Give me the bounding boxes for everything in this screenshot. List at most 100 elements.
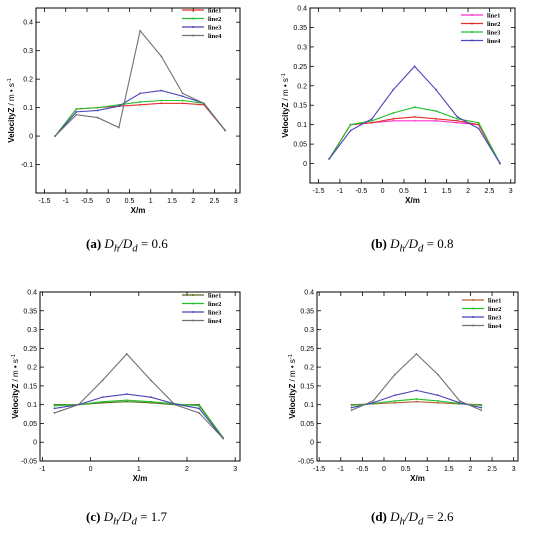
- legend-marker-a-line1: [192, 9, 194, 11]
- data-point-a-line4: [139, 29, 142, 32]
- x-tick-label-d: -1: [338, 466, 344, 473]
- y-tick-label-d: 0.05: [300, 421, 314, 428]
- caption-d-symbol: Dh/Dd: [390, 509, 424, 528]
- data-point-a-line2: [181, 99, 184, 102]
- legend-label-b-line2: line2: [487, 21, 500, 28]
- y-tick-label-d: 0.1: [304, 402, 314, 409]
- x-tick-label-a: 0.5: [125, 198, 135, 205]
- y-tick-label-a: 0.2: [23, 77, 33, 84]
- data-point-a-line2: [139, 101, 142, 103]
- series-line-a-line2: [54, 99, 226, 137]
- series-line-a-line4: [54, 29, 226, 137]
- y-axis-label-a: VelocityZ / m • s-1: [7, 78, 16, 143]
- caption-b-letter: (b): [371, 236, 387, 251]
- y-tick-label-c: 0.1: [27, 402, 37, 409]
- legend-marker-b-line3: [471, 31, 473, 33]
- data-point-b-line3: [477, 121, 480, 124]
- series-line-c-line2: [54, 399, 224, 439]
- caption-d: (d) Dh/Dd = 2.6: [371, 509, 453, 528]
- caption-b-value: = 0.8: [426, 236, 454, 251]
- y-tick-label-c: 0.35: [23, 308, 37, 315]
- y-tick-label-b: 0.4: [297, 6, 307, 13]
- legend-marker-c-line1: [192, 294, 194, 296]
- x-tick-label-d: 1: [425, 466, 429, 473]
- legend-marker-d-line4: [472, 324, 474, 327]
- x-tick-label-a: -1: [63, 198, 69, 205]
- data-point-c-line2: [198, 404, 200, 407]
- chart-panel-d: -1.5 -1 -0.5 0 0.5 1 1.5 2 2.5 3 -0.05 0 0.05 0.1 0.15…: [275, 278, 550, 538]
- y-tick-label-c: 0.15: [23, 383, 37, 390]
- data-point-d-line2: [480, 404, 483, 407]
- series-line-c-line4: [54, 353, 224, 439]
- y-tick-label-d: 0.4: [304, 290, 314, 297]
- x-tick-label-d: -1.5: [313, 466, 325, 473]
- data-point-c-line4: [125, 353, 128, 355]
- data-point-a-line2: [160, 99, 163, 102]
- x-tick-label-a: 1: [149, 198, 153, 205]
- chart-b-svg: -1.5 -1 -0.5 0 0.5 1 1.5 2 2.5 3 0 0.05 0.1 0.15 0.2 0.…: [281, 6, 516, 205]
- y-tick-label-d: 0.35: [300, 308, 314, 315]
- caption-a-symbol: Dh/Dd: [104, 236, 138, 255]
- data-point-c-line4: [101, 379, 104, 382]
- x-tick-label-b: 2: [466, 188, 470, 195]
- legend-label-a-line2: line2: [208, 16, 221, 23]
- legend-marker-a-line4: [192, 34, 194, 37]
- caption-a-value: = 0.6: [140, 236, 168, 251]
- y-axis-label-b: VelocityZ / m • s-1: [281, 73, 290, 138]
- legend-label-b-line1: line1: [487, 12, 500, 19]
- legend-marker-b-line1: [471, 14, 473, 16]
- legend-label-c-line4: line4: [208, 318, 222, 325]
- data-point-b-line4: [413, 65, 416, 68]
- data-point-c-line4: [222, 437, 225, 440]
- y-tick-label-a: -0.1: [21, 162, 33, 169]
- data-point-d-line4: [458, 400, 461, 402]
- x-tick-label-a: -1.5: [38, 198, 50, 205]
- chart-c-svg: -1 0 1 2 3 -0.05 0 0.05 0.1 0.15 0.2 0.25 0.3 0.35 0.4…: [11, 290, 241, 483]
- x-axis-label-a: X/m: [131, 206, 146, 215]
- caption-c-symbol: Dh/Dd: [103, 509, 137, 528]
- chart-panel-c: -1 0 1 2 3 -0.05 0 0.05 0.1 0.15 0.2 0.25 0.3 0.35 0.4…: [0, 278, 275, 538]
- caption-c-value: = 1.7: [140, 509, 168, 524]
- x-tick-label-d: 2.5: [487, 466, 497, 473]
- data-point-d-line4: [415, 353, 418, 355]
- data-point-a-line4: [75, 113, 78, 116]
- data-point-a-line3: [96, 109, 99, 112]
- chart-panel-a: -1.5 -1 -0.5 0 0.5 1 1.5 2 2.5 3 -0.1 0 0.1 0.2 0.3 0.4…: [0, 0, 275, 269]
- chart-a-svg: -1.5 -1 -0.5 0 0.5 1 1.5 2 2.5 3 -0.1 0 0.1 0.2 0.3 0.4…: [7, 7, 241, 215]
- data-point-c-line3: [198, 407, 200, 410]
- legend-marker-c-line3: [192, 311, 194, 313]
- plot-frame-c: [39, 291, 241, 462]
- x-tick-label-c: 2: [185, 466, 189, 473]
- y-tick-label-b: 0.2: [297, 83, 307, 90]
- legend-marker-d-line2: [472, 307, 474, 310]
- data-point-b-line1: [456, 121, 459, 124]
- data-point-a-line4: [96, 116, 99, 119]
- x-tick-label-d: 0.5: [401, 466, 411, 473]
- data-point-b-line2: [435, 117, 437, 120]
- y-tick-label-b: 0.15: [293, 103, 307, 110]
- caption-c-letter: (c): [86, 509, 101, 524]
- data-point-d-line3: [437, 394, 439, 397]
- data-point-b-line1: [392, 119, 395, 122]
- y-tick-label-a: 0.3: [23, 48, 33, 55]
- legend-marker-d-line1: [472, 299, 474, 301]
- x-tick-label-a: 2: [191, 198, 195, 205]
- data-point-d-line4: [350, 409, 353, 412]
- legend-label-c-line2: line2: [208, 301, 221, 308]
- data-point-b-line4: [477, 127, 480, 130]
- legend-marker-a-line3: [192, 26, 194, 28]
- y-tick-label-c: 0.05: [23, 421, 37, 428]
- data-point-d-line2: [393, 400, 396, 402]
- data-point-c-line3: [125, 393, 128, 396]
- data-point-a-line3: [139, 92, 142, 95]
- data-point-d-line3: [350, 406, 353, 409]
- y-tick-label-c: 0.25: [23, 346, 37, 353]
- y-tick-label-a: 0: [29, 134, 33, 141]
- data-point-d-line3: [458, 401, 461, 404]
- legend-label-d-line4: line4: [488, 323, 502, 330]
- x-tick-label-a: 1.5: [167, 198, 177, 205]
- data-point-b-line4: [499, 162, 501, 165]
- data-point-b-line4: [328, 157, 331, 160]
- legend-marker-b-line2: [471, 22, 473, 25]
- data-point-c-line4: [174, 403, 176, 406]
